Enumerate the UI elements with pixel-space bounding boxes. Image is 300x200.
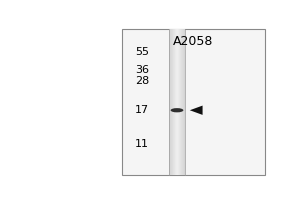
Bar (184, 29, 185, 175)
Polygon shape (190, 106, 203, 115)
Text: A2058: A2058 (173, 35, 214, 48)
Text: 17: 17 (135, 105, 149, 115)
Bar (169, 29, 170, 175)
Bar (180, 29, 181, 175)
Bar (173, 29, 174, 175)
Bar (179, 29, 180, 175)
Text: 55: 55 (135, 47, 149, 57)
Bar (122, 29, 266, 175)
Bar (183, 29, 184, 175)
Text: 11: 11 (135, 139, 149, 149)
Bar (177, 29, 178, 175)
Text: 28: 28 (135, 76, 149, 86)
Bar (171, 29, 172, 175)
Bar (170, 29, 171, 175)
Bar (172, 29, 173, 175)
Text: 36: 36 (135, 65, 149, 75)
Bar (178, 29, 179, 175)
Bar (181, 29, 182, 175)
Bar (174, 29, 175, 175)
Bar (176, 29, 177, 175)
Ellipse shape (171, 108, 183, 112)
Bar (182, 29, 183, 175)
